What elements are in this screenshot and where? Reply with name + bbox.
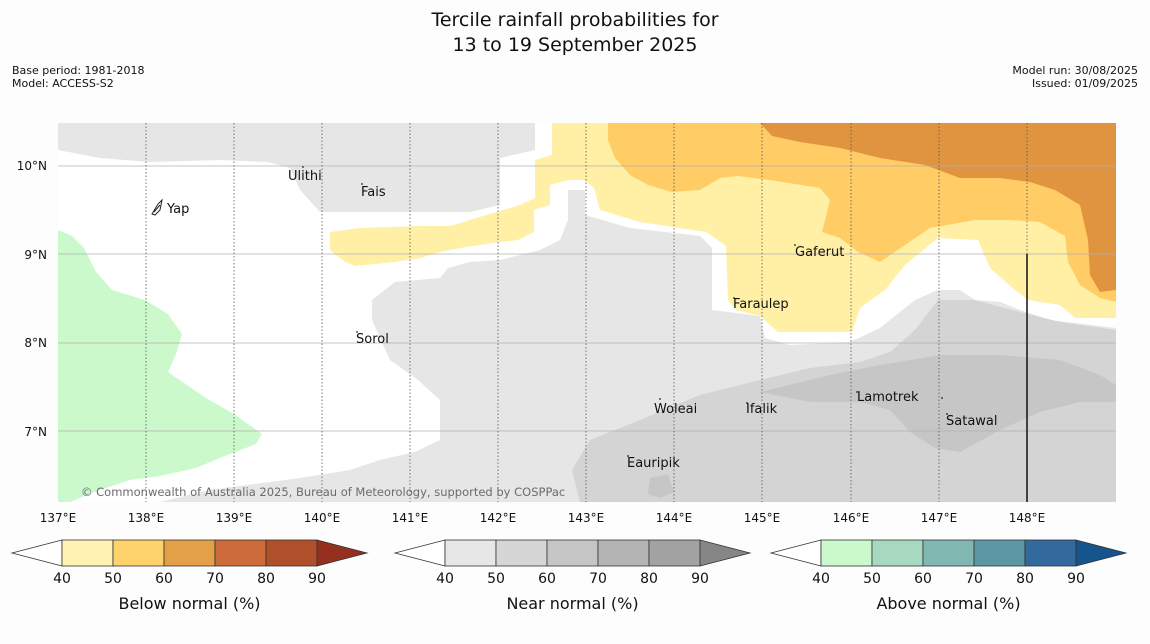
label-woleai: Woleai: [654, 402, 697, 417]
lat-tick-8N: 8°N: [24, 336, 47, 350]
issued-date: Issued: 01/09/2025: [1031, 77, 1138, 90]
below-normal-colorbar-cell: [61, 539, 114, 567]
above-normal-colorbar-tick: 80: [1016, 571, 1034, 587]
below-normal-colorbar-cell: [112, 539, 165, 567]
above-normal-colorbar-tick: 50: [863, 571, 881, 587]
near-normal-colorbar-cell: [546, 539, 599, 567]
near-normal-colorbar-under-triangle: [393, 539, 446, 567]
near-normal-colorbar-tick: 60: [538, 571, 556, 587]
lon-tick-143E: 143°E: [568, 511, 605, 525]
label-ulithi: Ulithi: [288, 169, 322, 184]
lon-tick-147E: 147°E: [921, 511, 958, 525]
lon-tick-142E: 142°E: [480, 511, 517, 525]
above-normal-colorbar-cell: [973, 539, 1026, 567]
below-normal-colorbar-under-triangle: [10, 539, 63, 567]
copyright-text: © Commonwealth of Australia 2025, Bureau…: [81, 485, 565, 499]
chart-title: Tercile rainfall probabilities for 13 to…: [0, 8, 1150, 58]
yap-island: [151, 198, 163, 216]
title-line-2: 13 to 19 September 2025: [452, 34, 698, 56]
label-faraulep: Faraulep: [733, 297, 789, 312]
meta-right: Model run: 30/08/2025 Issued: 01/09/2025: [1012, 64, 1138, 90]
below-normal-colorbar-tick: 50: [104, 571, 122, 587]
below-normal-colorbar-over-triangle: [316, 539, 369, 567]
colorbar-below-normal: 40 50 60 70 80 90 Below normal (%): [10, 539, 369, 613]
label-yap: Yap: [166, 202, 189, 217]
near-normal-colorbar-cell: [648, 539, 701, 567]
above-normal-region: [58, 230, 262, 502]
colorbar-above-normal: 40 50 60 70 80 90 Above normal (%): [769, 539, 1128, 613]
above-normal-colorbar-tick: 90: [1067, 571, 1085, 587]
near-normal-colorbar-cell: [444, 539, 497, 567]
lon-tick-138E: 138°E: [128, 511, 165, 525]
near-normal-colorbar-tick: 40: [436, 571, 454, 587]
island-dots: [302, 166, 948, 457]
lat-tick-9N: 9°N: [24, 248, 47, 262]
label-gaferut: Gaferut: [795, 245, 844, 260]
lon-tick-137E: 137°E: [40, 511, 77, 525]
below-normal-colorbar-tick: 80: [257, 571, 275, 587]
lon-tick-148E: 148°E: [1009, 511, 1046, 525]
lon-tick-139E: 139°E: [216, 511, 253, 525]
above-normal-colorbar-tick: 40: [812, 571, 830, 587]
above-normal-colorbar-over-triangle: [1075, 539, 1128, 567]
base-period: Base period: 1981-2018: [12, 64, 145, 77]
label-ifalik: Ifalik: [746, 402, 778, 417]
near-normal-colorbar-tick: 70: [589, 571, 607, 587]
below-normal-colorbar-tick: 70: [206, 571, 224, 587]
label-fais: Fais: [361, 185, 386, 200]
lon-tick-141E: 141°E: [392, 511, 429, 525]
near-normal-region-north: [58, 123, 535, 212]
longitude-gridlines: [145, 123, 1028, 502]
meta-left: Base period: 1981-2018 Model: ACCESS-S2: [12, 64, 144, 90]
near-normal-colorbar-over-triangle: [699, 539, 752, 567]
lat-tick-7N: 7°N: [24, 425, 47, 439]
near-normal-colorbar-tick: 50: [487, 571, 505, 587]
below-normal-colorbar-tick: 60: [155, 571, 173, 587]
below-normal-colorbar-cell: [265, 539, 318, 567]
title-line-1: Tercile rainfall probabilities for: [431, 9, 719, 31]
above-normal-colorbar-tick: 70: [965, 571, 983, 587]
near-normal-island-north: [420, 133, 456, 152]
lon-tick-146E: 146°E: [833, 511, 870, 525]
colorbar-near-normal: 40 50 60 70 80 90 Near normal (%): [393, 539, 752, 613]
above-normal-colorbar-cell: [1024, 539, 1077, 567]
below-normal-colorbar-title: Below normal (%): [118, 594, 260, 613]
above-normal-colorbar-cell: [871, 539, 924, 567]
label-lamotrek: Lamotrek: [857, 390, 919, 405]
model-name: Model: ACCESS-S2: [12, 77, 114, 90]
below-normal-colorbar-tick: 40: [53, 571, 71, 587]
above-normal-colorbar-cell: [922, 539, 975, 567]
below-normal-colorbar-cell: [163, 539, 216, 567]
near-normal-colorbar-tick: 90: [691, 571, 709, 587]
model-run: Model run: 30/08/2025: [1012, 64, 1138, 77]
above-normal-colorbar-cell: [820, 539, 873, 567]
near-normal-colorbar-cell: [495, 539, 548, 567]
lon-tick-140E: 140°E: [304, 511, 341, 525]
above-normal-colorbar-under-triangle: [769, 539, 822, 567]
map-area: Ulithi Fais Yap Gaferut Faraulep Sorol W…: [58, 123, 1116, 502]
lon-tick-144E: 144°E: [656, 511, 693, 525]
above-normal-colorbar-tick: 60: [914, 571, 932, 587]
lat-tick-10N: 10°N: [17, 159, 47, 173]
near-normal-colorbar-cell: [597, 539, 650, 567]
near-normal-colorbar-tick: 80: [640, 571, 658, 587]
above-normal-colorbar-title: Above normal (%): [876, 594, 1020, 613]
near-normal-island-south: [648, 474, 674, 498]
below-normal-colorbar-cell: [214, 539, 267, 567]
label-satawal: Satawal: [946, 414, 998, 429]
below-normal-colorbar-tick: 90: [308, 571, 326, 587]
label-sorol: Sorol: [356, 332, 389, 347]
longitude-tick-labels: 137°E 138°E 139°E 140°E 141°E 142°E 143°…: [40, 511, 1046, 525]
lon-tick-145E: 145°E: [744, 511, 781, 525]
near-normal-colorbar-title: Near normal (%): [506, 594, 638, 613]
label-eauripik: Eauripik: [627, 456, 680, 471]
